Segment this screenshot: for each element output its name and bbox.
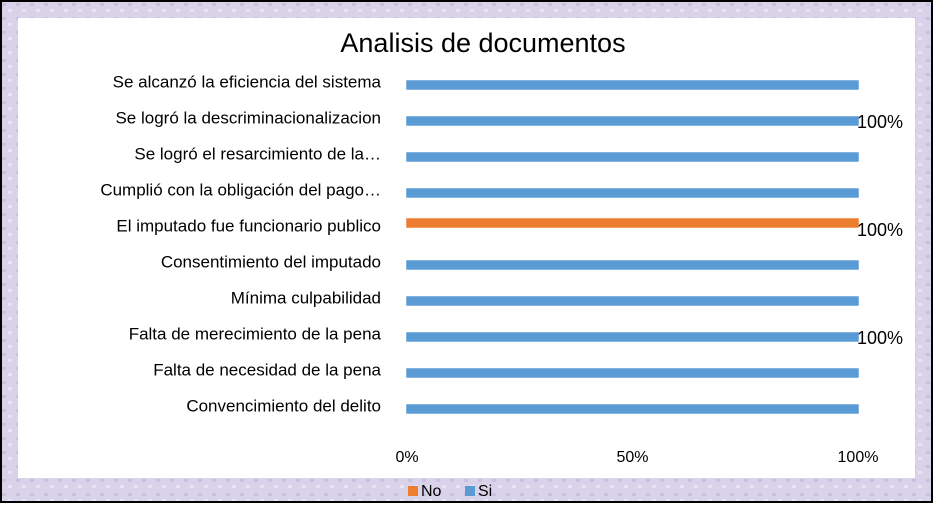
annotation: 100% [857,112,903,132]
bar [406,404,859,414]
legend-label: Si [478,483,492,500]
x-tick-label: 0% [395,449,418,466]
y-tick-label: Falta de merecimiento de la pena [129,324,382,343]
legend-swatch [408,486,418,496]
y-tick-label: Cumplió con la obligación del pago… [100,180,381,199]
bar [406,116,859,126]
bar [406,260,859,270]
y-tick-label: Se logró la descriminacionalizacion [115,108,381,127]
legend-swatch [465,486,475,496]
bar [406,332,859,342]
y-tick-label: Mínima culpabilidad [231,288,381,307]
bar [406,218,859,228]
y-tick-label: Se logró el resarcimiento de la… [134,144,381,163]
y-tick-label: Convencimiento del delito [186,396,381,415]
bar [406,296,859,306]
x-tick-label: 100% [838,449,879,466]
bar [406,80,859,90]
bar [406,368,859,378]
y-tick-label: El imputado fue funcionario publico [116,216,381,235]
y-tick-label: Falta de necesidad de la pena [153,360,381,379]
annotation: 100% [857,328,903,348]
y-tick-label: Consentimiento del imputado [161,252,381,271]
chart-title: Analisis de documentos [340,28,625,58]
bar [406,188,859,198]
y-tick-label: Se alcanzó la eficiencia del sistema [113,72,382,91]
annotation: 100% [857,220,903,240]
plot-area [18,18,915,478]
x-tick-label: 50% [616,449,648,466]
legend-label: No [421,483,442,500]
bar [406,152,859,162]
